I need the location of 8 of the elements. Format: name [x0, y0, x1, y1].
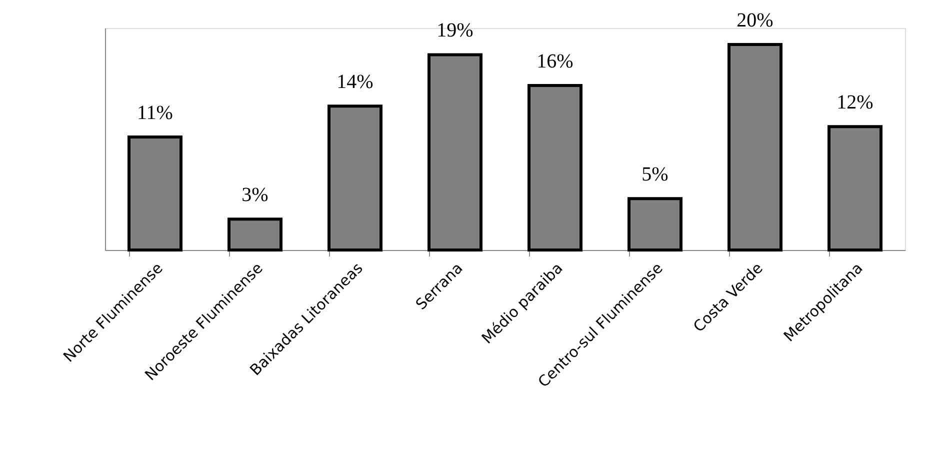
data-label: 20% [736, 9, 774, 32]
data-label: 5% [642, 164, 668, 186]
data-label: 14% [336, 71, 374, 94]
data-label: 3% [242, 184, 268, 206]
data-label: 11% [137, 102, 173, 124]
data-label: 19% [436, 20, 474, 42]
data-label: 12% [836, 92, 874, 114]
data-label: 16% [536, 50, 574, 73]
